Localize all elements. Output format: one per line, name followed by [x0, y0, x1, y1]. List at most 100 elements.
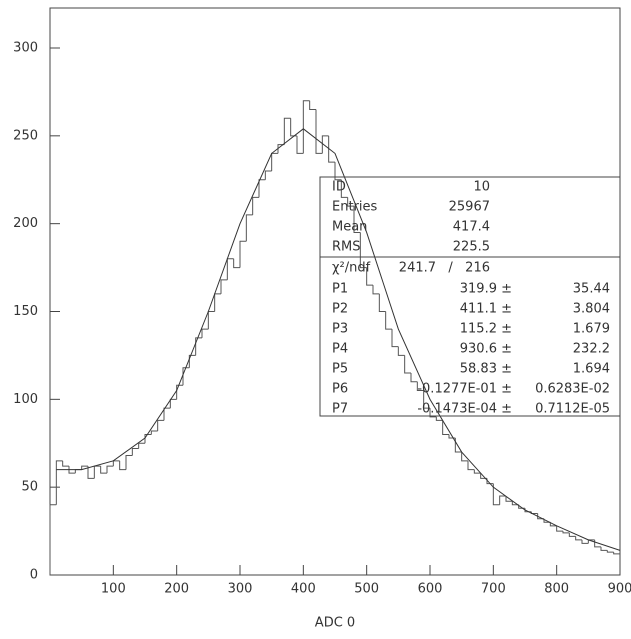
histogram-bin — [239, 240, 247, 268]
histogram-bin — [93, 465, 101, 479]
histogram-bin — [74, 469, 82, 474]
histogram-bin — [264, 170, 272, 180]
param-name: P2 — [332, 302, 348, 317]
histogram-bin — [271, 152, 278, 171]
histogram-bin — [207, 311, 215, 330]
histogram-bin — [410, 372, 418, 383]
chi2-value: 241.7 / 216 — [399, 261, 490, 276]
histogram-bin — [214, 293, 221, 312]
param-error: 0.6283E-02 — [535, 382, 610, 397]
histogram-bin — [87, 466, 95, 479]
param-name: P6 — [332, 382, 348, 397]
histogram-bin — [163, 407, 171, 421]
histogram-bin — [112, 460, 120, 467]
param-error: 3.804 — [573, 302, 610, 317]
histogram-bin — [100, 466, 107, 474]
histogram-bin — [131, 448, 139, 456]
histogram-bin — [404, 355, 411, 374]
histogram-bin — [467, 460, 475, 471]
param-error: 1.694 — [573, 362, 610, 377]
histogram-bin — [283, 117, 291, 145]
histogram-bin — [290, 118, 297, 137]
stat-value: 10 — [473, 180, 490, 195]
x-tick-label: 400 — [291, 582, 316, 597]
stat-label: Entries — [332, 200, 378, 215]
histogram-bin — [258, 179, 266, 198]
histogram-bin — [138, 442, 145, 449]
histogram-bin — [182, 367, 190, 386]
y-tick-label: 100 — [13, 392, 38, 407]
param-error: 232.2 — [573, 342, 610, 357]
param-value: 58.83 ± — [460, 362, 512, 377]
param-error: 0.7112E-05 — [535, 402, 610, 417]
histogram-bin — [119, 460, 126, 471]
histogram-bin — [549, 522, 557, 527]
histogram-bin — [49, 504, 57, 575]
fit-curve — [56, 128, 621, 551]
histogram-bin — [233, 258, 240, 269]
param-name: P7 — [332, 402, 348, 417]
y-tick-label: 200 — [13, 216, 38, 231]
stat-label: Mean — [332, 220, 367, 235]
histogram-bin — [499, 495, 506, 505]
histogram-bin — [321, 135, 329, 154]
histogram-bin — [568, 532, 576, 537]
histogram-bin — [340, 179, 348, 198]
histogram-bin — [176, 384, 183, 400]
histogram-bin — [328, 135, 335, 163]
histogram-bin — [201, 328, 209, 338]
x-tick-label: 500 — [354, 582, 379, 597]
y-tick-label: 150 — [13, 304, 38, 319]
histogram-bin — [157, 419, 164, 431]
histogram-bin — [302, 100, 310, 154]
histogram-bin — [220, 279, 228, 294]
x-axis-label: ADC 0 — [315, 616, 355, 631]
param-value: 115.2 ± — [460, 322, 512, 337]
histogram-bin — [315, 109, 323, 154]
histogram-bin — [581, 539, 589, 544]
histogram-bin — [492, 483, 500, 506]
histogram-bin — [397, 346, 405, 356]
histogram-bin — [226, 258, 234, 280]
histogram-bin — [442, 420, 449, 435]
histogram-bin — [55, 460, 63, 505]
histogram-bin — [600, 546, 608, 551]
histogram-bin — [296, 135, 304, 154]
histogram-bin — [366, 267, 373, 286]
param-name: P5 — [332, 362, 348, 377]
x-tick-label: 700 — [481, 582, 506, 597]
stat-label: ID — [332, 180, 346, 195]
stat-value: 225.5 — [453, 240, 490, 255]
chi2-label: χ²/ndf — [332, 261, 371, 276]
param-name: P1 — [332, 282, 348, 297]
histogram-bin — [511, 501, 519, 506]
histogram-bin — [195, 337, 202, 356]
x-tick-label: 600 — [418, 582, 443, 597]
histogram-bin — [378, 293, 386, 312]
histogram-bin — [385, 311, 392, 330]
stat-value: 417.4 — [453, 220, 490, 235]
y-tick-label: 300 — [13, 41, 38, 56]
x-tick-label: 800 — [544, 582, 569, 597]
histogram-bin — [359, 232, 367, 269]
param-error: 35.44 — [573, 282, 610, 297]
histogram-bin — [353, 206, 361, 233]
histogram-bin — [461, 452, 468, 462]
histogram-bin — [309, 100, 316, 110]
param-value: 319.9 ± — [460, 282, 512, 297]
y-tick-label: 50 — [21, 480, 38, 495]
histogram-bin — [347, 197, 354, 207]
histogram-bin — [454, 437, 462, 453]
histogram-bin — [106, 465, 114, 474]
histogram-bin — [169, 398, 177, 409]
histogram-bin — [334, 162, 342, 181]
histogram-bin — [144, 433, 152, 444]
stat-value: 25967 — [449, 200, 490, 215]
histogram-bin — [423, 390, 430, 409]
histogram-bin — [562, 531, 570, 534]
param-value: 411.1 ± — [460, 302, 512, 317]
histogram-bin — [429, 408, 437, 418]
histogram-bin — [62, 460, 69, 467]
histogram-bin — [150, 430, 158, 435]
